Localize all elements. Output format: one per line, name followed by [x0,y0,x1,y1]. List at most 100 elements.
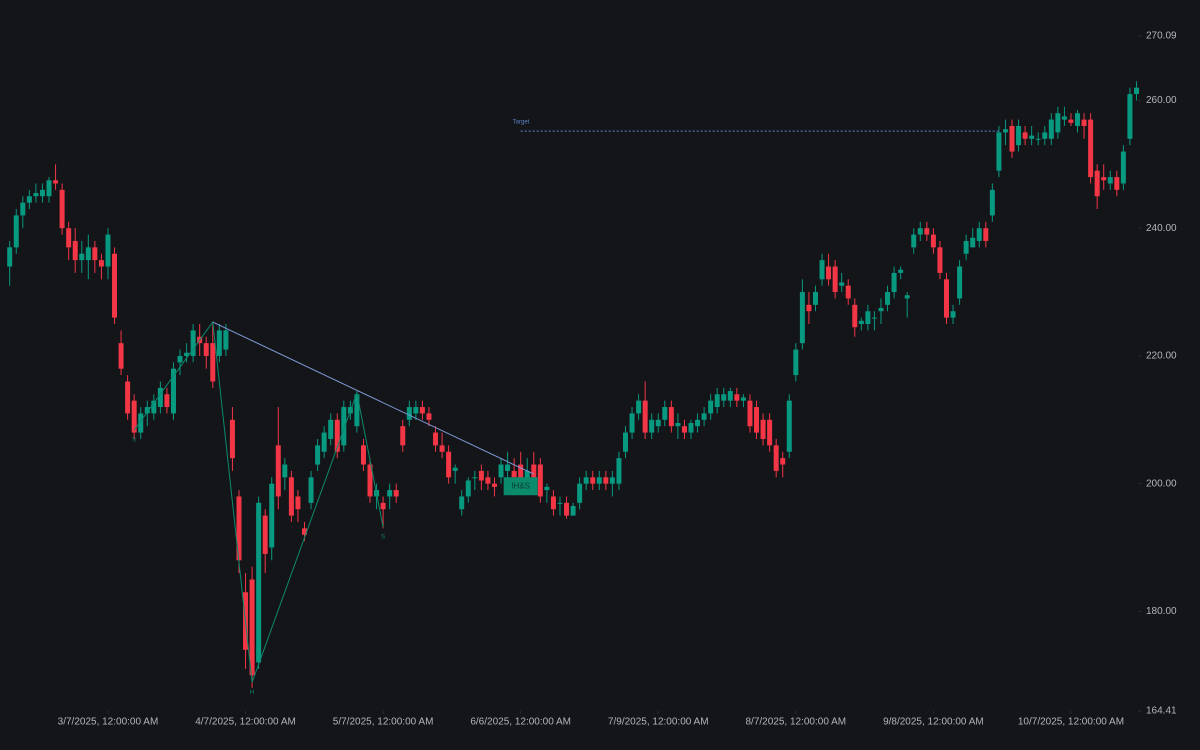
y-tick-label: 180.00 [1146,606,1177,617]
candle-body [118,343,124,369]
target-label: Target [513,120,530,126]
candle-body [288,477,294,516]
candle-body [662,407,668,420]
candle-body [446,451,452,478]
candle-body [721,394,727,401]
candle-body [826,266,832,280]
candle-body [236,496,242,561]
candle-body [760,419,766,439]
candle-body [1127,94,1133,139]
candle-body [609,477,615,484]
candle-body [577,483,583,503]
candle-body [1133,87,1139,95]
candle-body [216,330,222,356]
candle-body [832,266,838,293]
y-tick-label: 200.00 [1146,478,1177,489]
candle-body [210,343,216,382]
candle-body [360,445,366,465]
candle-body [937,247,943,273]
candle-body [642,400,648,433]
candle-body [1048,119,1054,139]
candle-body [806,304,812,312]
candle-body [125,381,131,414]
candle-body [930,234,936,248]
candle-body [616,458,622,484]
candle-body [878,308,884,312]
candle-body [943,279,949,318]
candle-body [98,260,104,267]
candle-body [439,445,445,452]
x-tick-label: 5/7/2025, 12:00:00 AM [333,717,434,728]
candle-body [622,432,628,452]
candle-body [177,355,183,363]
candle-body [636,400,642,414]
candle-body [498,464,504,478]
candle-body [229,419,235,459]
candle-body [917,228,923,235]
candle-body [1081,119,1087,126]
candle-body [780,458,786,465]
candle-body [1042,132,1048,139]
candle-body [367,464,373,497]
candle-body [413,407,419,414]
candle-body [511,470,517,478]
candle-body [1107,177,1113,184]
candle-body [472,477,478,479]
candle-body [911,234,917,248]
candle-body [655,419,661,427]
x-tick-label: 9/8/2025, 12:00:00 AM [883,717,984,728]
candle-body [354,394,360,427]
candle-body [1055,113,1061,133]
candle-body [950,311,956,318]
candle-body [46,180,52,197]
candle-body [1094,170,1100,197]
candle-body [138,413,144,433]
candle-body [1068,119,1074,123]
candle-body [249,579,255,676]
candle-body [845,285,851,299]
candle-body [105,234,111,267]
candle-body [1035,138,1041,140]
candle-body [203,343,209,356]
candle-body [983,228,989,241]
candle-body [282,464,288,478]
candle-body [465,480,471,497]
x-tick-label: 7/9/2025, 12:00:00 AM [608,717,709,728]
candle-body [695,419,701,427]
candle-body [681,426,687,433]
candle-body [1075,113,1081,126]
candle-body [223,330,229,350]
candle-body [184,352,190,356]
candle-body [301,528,307,535]
y-tick-label: 164.41 [1146,706,1177,717]
y-tick-label: 240.00 [1146,223,1177,234]
candle-body [400,426,406,446]
candle-body [989,189,995,216]
candle-body [865,311,871,324]
x-tick-label: 8/7/2025, 12:00:00 AM [745,717,846,728]
candle-body [793,349,799,376]
candle-body [891,272,897,293]
candle-body [20,202,26,216]
candle-body [85,247,91,261]
candle-body [170,368,176,414]
candle-body [727,391,733,401]
candle-body [26,196,32,203]
candle-body [164,394,170,408]
candle-body [963,240,969,254]
candle-body [66,228,72,248]
candle-body [898,269,904,273]
candle-body [1120,151,1126,184]
x-tick-label: 6/6/2025, 12:00:00 AM [470,717,571,728]
candle-body [649,419,655,433]
candle-body [629,413,635,433]
candle-body [256,502,262,663]
candle-body [1029,135,1035,139]
candle-body [819,260,825,280]
candle-body [459,496,465,510]
candle-body [976,228,982,241]
candle-body [970,237,976,248]
candle-body [433,432,439,446]
candle-body [852,304,858,328]
candle-body [1016,125,1022,146]
